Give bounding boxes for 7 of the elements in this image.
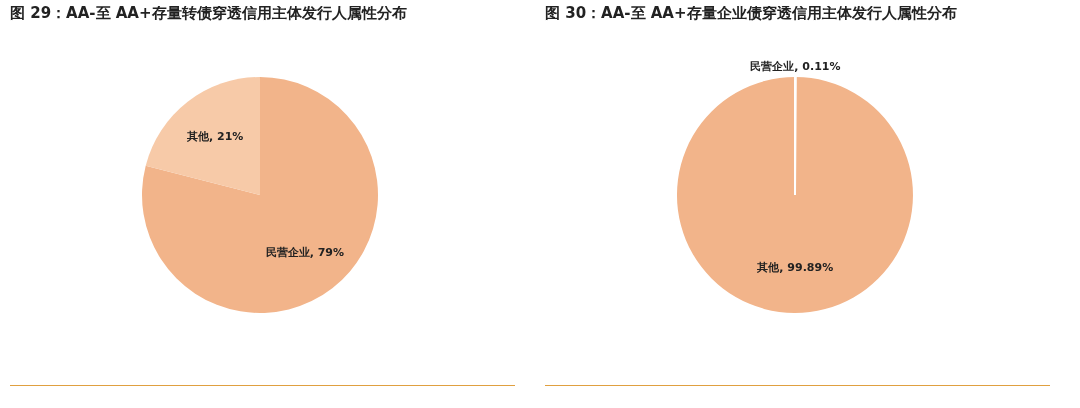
slice-label: 民营企业, 0.11%	[750, 60, 841, 73]
pie-slice	[677, 77, 913, 313]
slice-label: 其他, 21%	[185, 130, 244, 144]
slice-label: 民营企业, 79%	[265, 245, 345, 259]
slice-label: 其他, 99.89%	[756, 261, 834, 275]
pie-slice	[145, 77, 260, 195]
pie-slice	[142, 77, 378, 313]
